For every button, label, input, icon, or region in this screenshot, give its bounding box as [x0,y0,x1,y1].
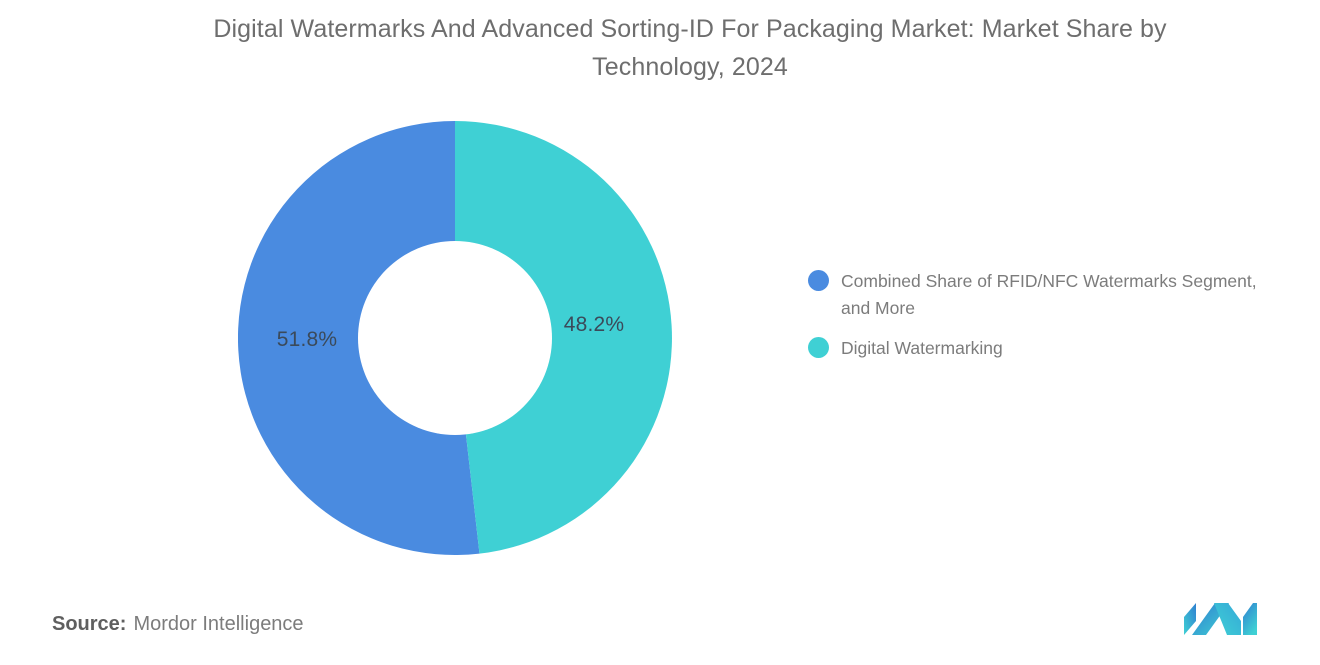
chart-title: Digital Watermarks And Advanced Sorting-… [213,15,1167,81]
legend-color-swatch-icon [808,270,829,291]
legend-item-label: Combined Share of RFID/NFC Watermarks Se… [841,271,1257,318]
source-line: Source: Mordor Intelligence [52,613,304,636]
legend-item-combined-share[interactable]: Combined Share of RFID/NFC Watermarks Se… [808,268,1298,322]
chart-legend: Combined Share of RFID/NFC Watermarks Se… [808,268,1298,375]
donut-slice-label-combined-share: 51.8% [276,328,338,351]
legend-item-label: Digital Watermarking [841,338,1003,358]
donut-chart: 51.8% 48.2% [238,121,672,555]
donut-slice-digital-watermarking[interactable] [455,121,672,554]
source-label: Source: [52,613,127,635]
source-value: Mordor Intelligence [133,613,304,635]
donut-center-hole [358,241,552,435]
legend-color-swatch-icon [808,337,829,358]
mordor-intelligence-logo-icon [1183,599,1259,639]
donut-chart-svg [238,121,672,555]
legend-item-digital-watermarking[interactable]: Digital Watermarking [808,335,1298,362]
donut-slice-label-digital-watermarking: 48.2% [563,313,625,336]
